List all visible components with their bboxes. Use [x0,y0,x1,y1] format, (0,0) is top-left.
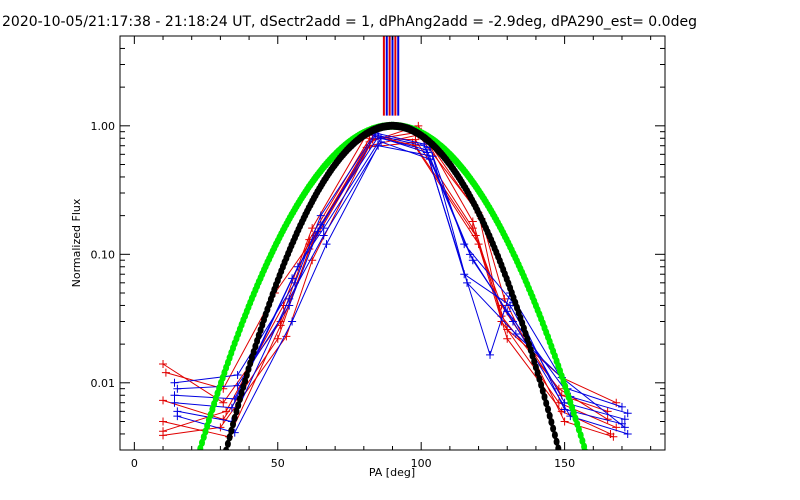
y-tick-label-2: 1.00 [91,120,116,133]
x-tick-label-100: 100 [411,457,432,470]
data-point-red-3-4 [308,224,317,233]
data-point-red-1-1 [159,360,168,369]
model-point-black-fit-190 [548,418,555,427]
model-point-black-fit-194 [555,444,562,450]
data-point-blue-4-8 [511,329,520,338]
data-point-blue-6-7 [460,240,469,249]
plot-area [159,36,632,450]
x-tick-label-50: 50 [271,457,285,470]
data-point-blue-3-7 [486,350,495,359]
model-curve-black-fit [223,121,562,450]
data-point-blue-3-1 [170,378,179,387]
data-point-red-6-8 [503,325,512,334]
model-point-black-fit-188 [545,405,551,414]
data-point-blue-5-8 [503,307,512,316]
model-point-black-fit-187 [543,399,550,408]
data-point-blue-6-1 [173,384,182,393]
data-point-blue-5-10 [623,409,632,418]
data-point-blue-2-4 [319,231,328,240]
data-point-blue-5-4 [319,224,328,233]
data-point-red-3-8 [503,334,512,343]
model-point-black-fit-183 [536,374,543,383]
model-point-black-fit-5 [230,420,236,429]
model-point-black-fit-185 [539,386,546,395]
series-line-blue-3 [174,132,623,408]
data-point-blue-1-1 [170,391,179,400]
data-point-blue-6-4 [313,227,322,236]
data-point-blue-3-2 [233,371,242,380]
series-line-blue-6 [177,134,623,425]
data-point-red-6-1 [159,417,168,426]
series-line-blue-5 [174,137,628,414]
data-point-red-4-10 [609,432,618,441]
data-point-red-2-1 [159,396,168,405]
y-tick-label-1: 0.10 [91,248,116,261]
model-point-black-fit-11 [240,382,247,391]
data-point-blue-4-4 [322,240,331,249]
data-point-red-6-3 [276,321,285,330]
data-point-blue-6-3 [285,301,294,310]
model-point-black-fit-184 [538,380,545,389]
model-point-black-fit-8 [235,401,242,410]
model-point-black-fit-193 [553,437,560,446]
data-point-blue-6-2 [233,381,242,390]
data-point-blue-3-4 [316,211,325,220]
model-point-green-fit-225 [581,442,588,450]
data-point-blue-5-1 [170,398,179,407]
model-point-black-fit-186 [541,393,548,401]
data-point-blue-6-9 [560,405,569,414]
data-point-blue-3-10 [617,402,626,411]
data-point-blue-2-10 [623,429,632,438]
data-point-blue-5-3 [293,262,302,271]
x-axis-label: PA [deg] [369,466,415,479]
data-point-red-4-9 [560,417,569,426]
model-point-black-fit-189 [546,411,553,420]
y-tick-label-0: 0.01 [91,377,116,390]
model-point-black-fit-6 [231,413,238,422]
x-tick-label-150: 150 [554,457,575,470]
data-point-red-5-7 [468,217,477,226]
model-point-black-fit-192 [551,431,558,440]
data-point-blue-4-7 [463,278,472,287]
model-point-black-fit-4 [228,426,235,435]
model-point-black-fit-191 [550,424,557,433]
data-point-blue-5-5 [377,134,386,143]
chart-title: 2020-10-05/21:17:38 - 21:18:24 UT, dSect… [2,14,697,30]
data-point-blue-4-3 [288,317,297,326]
data-point-red-2-3 [273,334,282,343]
model-point-black-fit-10 [238,388,245,397]
data-point-red-4-1 [159,431,168,440]
data-point-blue-1-10 [620,415,629,424]
model-point-black-fit-9 [236,395,243,404]
y-axis-label: Normalized Flux [70,198,83,287]
data-point-blue-6-10 [617,419,626,428]
model-point-black-fit-7 [233,407,240,416]
data-point-red-5-1 [161,368,170,377]
data-point-blue-4-1 [173,412,182,421]
data-point-red-6-7 [474,240,483,249]
data-point-red-1-2 [219,398,228,407]
model-point-black-fit-3 [226,433,233,442]
data-point-blue-5-2 [227,403,236,412]
data-point-red-3-2 [222,407,231,416]
data-point-blue-5-7 [468,256,477,265]
model-point-black-fit-2 [224,439,231,448]
x-tick-label-0: 0 [131,457,138,470]
axes: 0 50 100 150 0.01 0.10 1.00 [91,35,665,470]
